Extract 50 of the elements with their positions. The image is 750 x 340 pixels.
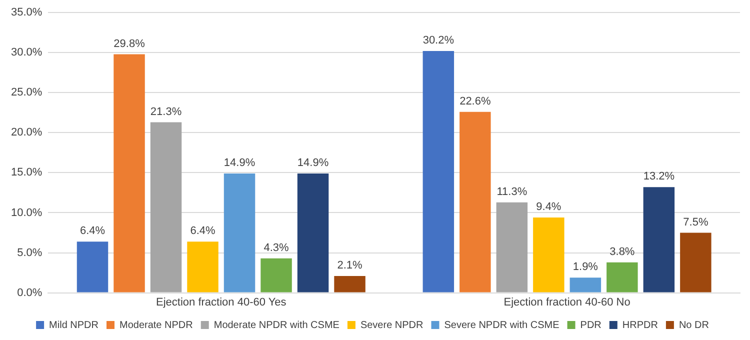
- y-tick-label: 20.0%: [10, 126, 42, 139]
- data-label: 1.9%: [572, 261, 598, 274]
- y-tick-label: 0.0%: [17, 286, 42, 299]
- x-tick-label: Ejection fraction 40-60 No: [504, 296, 630, 308]
- data-label: 6.4%: [190, 225, 216, 238]
- data-label: 9.4%: [536, 201, 562, 214]
- data-label: 21.3%: [150, 106, 182, 118]
- legend-label: HRPDR: [622, 320, 658, 331]
- bar: [114, 54, 145, 292]
- x-tick-label: Ejection fraction 40-60 Yes: [156, 296, 287, 308]
- data-label: 11.3%: [496, 186, 528, 198]
- data-label: 7.5%: [683, 216, 708, 228]
- bar: [224, 174, 256, 292]
- legend-label: Mild NPDR: [49, 320, 99, 331]
- y-tick-label: 5.0%: [17, 246, 42, 259]
- y-tick-label: 25.0%: [10, 86, 42, 99]
- data-label: 14.9%: [224, 157, 256, 170]
- data-label: 13.2%: [643, 170, 675, 183]
- data-label: 6.4%: [80, 225, 106, 238]
- bar: [533, 218, 564, 292]
- data-label: 22.6%: [460, 95, 491, 108]
- bar: [643, 187, 675, 292]
- bar: [76, 242, 108, 292]
- y-tick-label: 30.0%: [10, 46, 42, 59]
- bar: [297, 174, 329, 292]
- bar: [422, 51, 454, 292]
- y-tick-label: 35.0%: [10, 6, 42, 19]
- bar: [334, 276, 366, 292]
- bar: [496, 202, 528, 292]
- legend-label: No DR: [678, 320, 709, 331]
- bar: [460, 112, 491, 292]
- bar: [150, 122, 182, 292]
- legend-label: Moderate NPDR: [120, 320, 193, 331]
- legend-label: Moderate NPDR with CSME: [214, 320, 340, 331]
- data-label: 30.2%: [422, 34, 454, 47]
- legend-label: PDR: [580, 320, 602, 331]
- data-label: 3.8%: [610, 246, 635, 258]
- data-label: 2.1%: [337, 260, 363, 272]
- y-tick-label: 15.0%: [10, 166, 42, 179]
- bar: [606, 262, 638, 292]
- y-tick-label: 10.0%: [10, 206, 42, 219]
- legend-label: Severe NPDR with CSME: [444, 320, 560, 331]
- data-label: 4.3%: [264, 242, 290, 254]
- data-label: 29.8%: [114, 38, 146, 50]
- data-label: 14.9%: [297, 157, 329, 170]
- bar: [570, 278, 602, 292]
- bar: [260, 258, 292, 292]
- bar: [680, 232, 712, 292]
- legend-label: Severe NPDR: [360, 320, 424, 331]
- bar: [187, 242, 218, 292]
